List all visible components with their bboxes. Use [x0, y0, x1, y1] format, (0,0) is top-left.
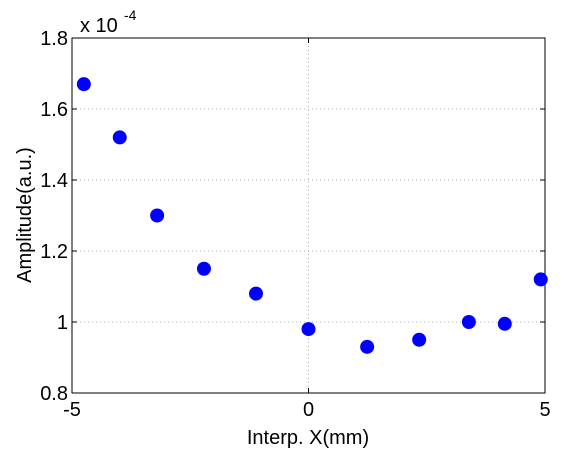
point — [533, 272, 548, 287]
point — [412, 332, 427, 347]
point — [76, 77, 91, 92]
point — [360, 339, 375, 354]
x-tick-label: 0 — [303, 399, 314, 421]
y-tick-label: 1 — [57, 312, 68, 334]
point — [150, 208, 165, 223]
point — [301, 322, 316, 337]
y-tick-label: 1.8 — [40, 28, 68, 50]
y-axis-label: Amplitude(a.u.) — [14, 147, 36, 283]
point — [497, 316, 512, 331]
x-tick-label: 5 — [539, 399, 550, 421]
y-tick-label: 1.6 — [40, 99, 68, 121]
point — [112, 130, 127, 145]
y-scale-exponent: -4 — [124, 7, 137, 23]
y-tick-label: 1.4 — [40, 170, 68, 192]
plot-frame — [71, 37, 546, 394]
point — [461, 315, 476, 329]
x-axis-label: Interp. X(mm) — [247, 427, 369, 449]
y-tick-label: 0.8 — [40, 383, 68, 405]
point — [196, 261, 211, 276]
x-tick-label: -5 — [63, 399, 81, 421]
point — [248, 286, 263, 301]
y-tick-label: 1.2 — [40, 241, 68, 263]
y-scale-label: x 10 — [80, 15, 118, 37]
